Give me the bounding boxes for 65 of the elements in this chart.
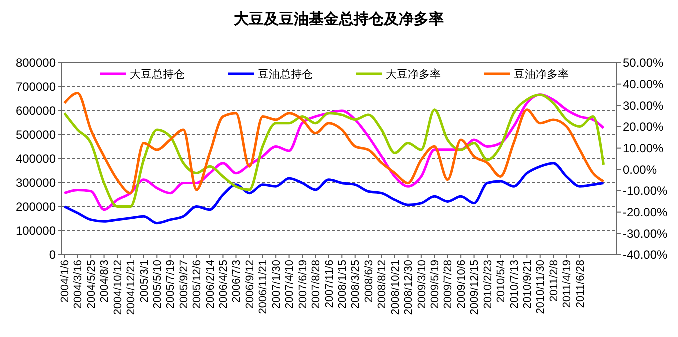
x-tick-label: 2009/7/28 [442, 260, 455, 309]
y-tick-label: 300000 [16, 176, 56, 190]
legend-label: 大豆净多率 [386, 68, 441, 81]
x-tick-label: 2007/11/6 [324, 260, 336, 308]
legend-label: 豆油总持仓 [258, 68, 313, 81]
y2-tick-label: 50.00% [623, 56, 664, 70]
x-tick-label: 2006/11/21 [258, 260, 270, 314]
x-tick-label: 2008/12/30 [403, 260, 416, 316]
legend-label: 大豆总持仓 [130, 68, 185, 81]
x-tick-label: 2009/5/19 [429, 260, 442, 309]
x-tick-label: 2010/9/21 [522, 260, 534, 309]
x-tick-label: 2005/7/19 [165, 260, 178, 309]
x-tick-label: 2008/8/12 [376, 260, 389, 309]
x-tick-label: 2010/5/4 [496, 260, 508, 303]
x-tick-label: 2010/7/13 [508, 260, 521, 309]
x-tick-label: 2004/12/21 [126, 260, 138, 316]
x-tick-label: 2008/3/25 [350, 260, 362, 309]
x-tick-label: 2004/8/3 [99, 260, 112, 303]
y2-tick-label: 20.00% [623, 120, 664, 134]
y-tick-label: 500000 [16, 128, 56, 142]
x-tick-label: 2004/1/6 [59, 260, 72, 303]
x-tick-label: 2007/6/19 [297, 260, 310, 309]
x-tick-label: 2011/6/28 [574, 260, 587, 308]
x-tick-label: 2004/5/25 [86, 260, 98, 309]
x-tick-label: 2007/4/10 [284, 260, 296, 309]
y2-tick-label: -20.00% [623, 206, 668, 220]
x-tick-label: 2004/10/12 [112, 260, 124, 316]
x-tick-label: 2005/3/1 [138, 260, 151, 303]
y-tick-label: 0 [49, 248, 56, 262]
chart-title: 大豆及豆油基金总持仓及净多率 [234, 10, 444, 28]
y-tick-label: 100000 [16, 224, 56, 238]
x-tick-label: 2006/4/25 [218, 260, 230, 309]
x-tick-label: 2008/10/21 [390, 260, 402, 316]
y-tick-label: 800000 [16, 56, 56, 70]
y-tick-label: 200000 [16, 200, 56, 214]
x-tick-label: 2008/1/15 [336, 260, 349, 309]
x-tick-label: 2005/5/10 [152, 260, 164, 309]
x-tick-label: 2007/8/28 [310, 260, 323, 309]
y2-tick-label: 30.00% [623, 98, 664, 113]
x-tick-label: 2007/1/30 [270, 260, 283, 309]
y-tick-label: 400000 [16, 152, 56, 166]
x-tick-label: 2010/2/23 [482, 260, 494, 309]
y2-tick-label: -10.00% [623, 184, 668, 198]
line-series [63, 162, 606, 225]
x-tick-label: 2008/6/3 [363, 260, 376, 303]
x-tick-label: 2010/11/30 [535, 260, 548, 314]
x-tick-label: 2009/3/10 [416, 260, 428, 309]
legend-label: 豆油净多率 [514, 68, 569, 81]
y2-tick-label: 10.00% [623, 142, 664, 156]
y2-tick-label: 40.00% [623, 78, 664, 92]
x-tick-label: 2006/7/3 [231, 260, 244, 303]
x-tick-label: 2004/3/16 [72, 260, 85, 309]
x-tick-label: 2011/2/8 [548, 260, 560, 302]
x-tick-label: 2005/9/27 [178, 260, 190, 309]
y-tick-label: 700000 [16, 80, 56, 94]
y2-tick-label: -40.00% [623, 248, 668, 262]
x-tick-label: 2006/9/12 [244, 260, 256, 309]
y-tick-label: 600000 [16, 104, 56, 118]
x-tick-label: 2011/4/19 [562, 260, 574, 308]
x-tick-label: 2006/2/14 [204, 260, 217, 309]
x-tick-label: 2009/12/15 [469, 260, 482, 316]
x-tick-label: 2005/12/6 [192, 260, 204, 309]
y2-tick-label: -30.00% [623, 226, 668, 241]
y2-tick-label: 0.00% [623, 162, 658, 177]
x-tick-label: 2009/10/6 [456, 260, 468, 309]
